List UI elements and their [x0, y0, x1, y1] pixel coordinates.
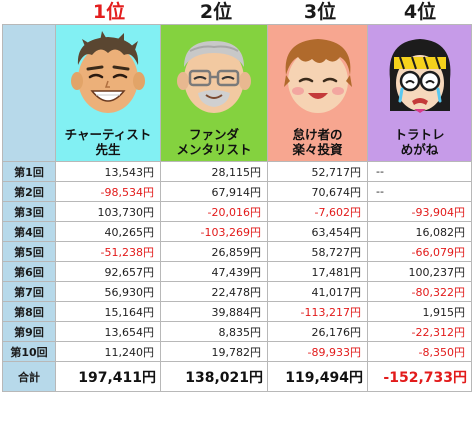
table-row: 第2回 -98,534円 67,914円 70,674円 -- — [2, 181, 472, 202]
rank-header-row: 1位 2位 3位 4位 — [0, 0, 476, 24]
result-cell: 13,543円 — [55, 161, 161, 182]
result-cell: 40,265円 — [55, 221, 161, 242]
table-row: 第3回 103,730円 -20,016円 -7,602円 -93,904円 — [2, 201, 472, 222]
player-name-1-line2: 先生 — [95, 142, 121, 157]
toratore-glasses-avatar-icon — [389, 39, 450, 113]
result-cell: 26,859円 — [160, 241, 268, 262]
result-cell: 70,674円 — [267, 181, 368, 202]
result-cell: -- — [367, 181, 472, 202]
player-name-1: チャーティスト 先生 — [56, 127, 160, 157]
round-label: 第8回 — [2, 301, 56, 322]
result-cell: -51,238円 — [55, 241, 161, 262]
round-label: 第6回 — [2, 261, 56, 282]
result-cell: 15,164円 — [55, 301, 161, 322]
lazy-investor-avatar-icon — [283, 39, 352, 113]
round-label: 第7回 — [2, 281, 56, 302]
table-row: 第7回 56,930円 22,478円 41,017円 -80,322円 — [2, 281, 472, 302]
player-name-4: トラトレ めがね — [368, 127, 471, 157]
result-cell: 19,782円 — [160, 341, 268, 362]
table-row: 第5回 -51,238円 26,859円 58,727円 -66,079円 — [2, 241, 472, 262]
table-row: 第6回 92,657円 47,439円 17,481円 100,237円 — [2, 261, 472, 282]
chartist-teacher-avatar-icon — [71, 31, 145, 113]
round-rows: 第1回 13,543円 28,115円 52,717円 -- 第2回 -98,534円 67,… — [2, 161, 472, 362]
result-cell: 8,835円 — [160, 321, 268, 342]
round-label: 第4回 — [2, 221, 56, 242]
result-cell: 92,657円 — [55, 261, 161, 282]
table-row: 第10回 11,240円 19,782円 -89,933円 -8,350円 — [2, 341, 472, 362]
result-cell: 58,727円 — [267, 241, 368, 262]
result-cell: -- — [367, 161, 472, 182]
result-cell: 16,082円 — [367, 221, 472, 242]
result-cell: -103,269円 — [160, 221, 268, 242]
rank-label-1: 1位 — [92, 1, 126, 23]
player-name-2-line2: メンタリスト — [176, 142, 252, 157]
table-row: 第8回 15,164円 39,884円 -113,217円 1,915円 — [2, 301, 472, 322]
total-cell-2: 138,021円 — [160, 361, 268, 392]
result-cell: -113,217円 — [267, 301, 368, 322]
player-header-4: トラトレ めがね — [367, 24, 472, 162]
result-cell: 100,237円 — [367, 261, 472, 282]
result-cell: -66,079円 — [367, 241, 472, 262]
result-cell: -93,904円 — [367, 201, 472, 222]
player-name-3-line1: 怠け者の — [292, 127, 343, 142]
round-label: 第1回 — [2, 161, 56, 182]
total-label: 合計 — [2, 361, 56, 392]
result-cell: 26,176円 — [267, 321, 368, 342]
table-row: 第9回 13,654円 8,835円 26,176円 -22,312円 — [2, 321, 472, 342]
round-label: 第10回 — [2, 341, 56, 362]
result-cell: -89,933円 — [267, 341, 368, 362]
player-name-2-line1: ファンダ — [188, 127, 239, 142]
result-cell: -8,350円 — [367, 341, 472, 362]
result-cell: 39,884円 — [160, 301, 268, 322]
result-cell: 52,717円 — [267, 161, 368, 182]
result-cell: 41,017円 — [267, 281, 368, 302]
player-name-4-line2: めがね — [400, 142, 439, 157]
player-header-2: ファンダ メンタリスト — [160, 24, 268, 162]
result-cell: 28,115円 — [160, 161, 268, 182]
result-cell: -22,312円 — [367, 321, 472, 342]
round-label: 第3回 — [2, 201, 56, 222]
round-label: 第5回 — [2, 241, 56, 262]
result-cell: 22,478円 — [160, 281, 268, 302]
rank-label-4: 4位 — [403, 1, 437, 23]
result-cell: 13,654円 — [55, 321, 161, 342]
player-header-1: チャーティスト 先生 — [55, 24, 161, 162]
table-row: 第1回 13,543円 28,115円 52,717円 -- — [2, 161, 472, 182]
result-cell: 67,914円 — [160, 181, 268, 202]
player-name-3-line2: 楽々投資 — [292, 142, 343, 157]
result-cell: 47,439円 — [160, 261, 268, 282]
player-name-3: 怠け者の 楽々投資 — [268, 127, 367, 157]
result-cell: -80,322円 — [367, 281, 472, 302]
total-cell-4: -152,733円 — [367, 361, 472, 392]
result-cell: 11,240円 — [55, 341, 161, 362]
table-row: 第4回 40,265円 -103,269円 63,454円 16,082円 — [2, 221, 472, 242]
rank-label-3: 3位 — [303, 1, 337, 23]
player-name-4-line1: トラトレ — [394, 127, 445, 142]
result-cell: -98,534円 — [55, 181, 161, 202]
total-cell-1: 197,411円 — [55, 361, 161, 392]
player-header-row: チャーティスト 先生 — [2, 24, 472, 162]
result-cell: 1,915円 — [367, 301, 472, 322]
corner-cell — [2, 24, 56, 162]
round-label: 第2回 — [2, 181, 56, 202]
result-cell: -20,016円 — [160, 201, 268, 222]
result-cell: 17,481円 — [267, 261, 368, 282]
result-cell: 63,454円 — [267, 221, 368, 242]
result-cell: 56,930円 — [55, 281, 161, 302]
player-name-1-line1: チャーティスト — [64, 127, 152, 142]
player-header-3: 怠け者の 楽々投資 — [267, 24, 368, 162]
rank-label-2: 2位 — [199, 1, 233, 23]
result-cell: 103,730円 — [55, 201, 161, 222]
player-name-2: ファンダ メンタリスト — [161, 127, 267, 157]
round-label: 第9回 — [2, 321, 56, 342]
fundamentalist-avatar-icon — [177, 41, 251, 113]
total-row: 合計 197,411円 138,021円 119,494円 -152,733円 — [2, 361, 472, 392]
total-cell-3: 119,494円 — [267, 361, 368, 392]
results-table: チャーティスト 先生 — [2, 24, 472, 392]
result-cell: -7,602円 — [267, 201, 368, 222]
